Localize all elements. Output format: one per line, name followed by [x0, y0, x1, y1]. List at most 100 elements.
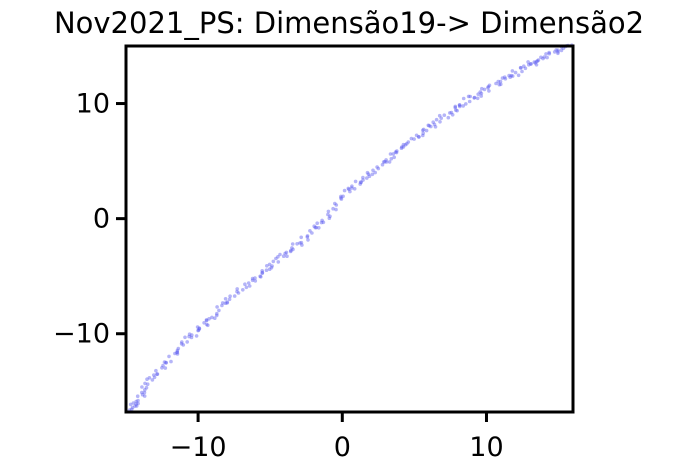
scatter-point	[131, 401, 136, 405]
scatter-point	[542, 55, 547, 59]
scatter-point	[326, 209, 331, 214]
scatter-point	[223, 301, 228, 306]
plot-frame	[124, 44, 575, 414]
scatter-point	[284, 250, 289, 255]
scatter-point	[155, 372, 160, 376]
scatter-point	[496, 79, 501, 84]
scatter-point	[264, 268, 269, 273]
scatter-point	[359, 180, 364, 185]
scatter-point	[482, 87, 487, 92]
scatter-point	[175, 350, 180, 354]
scatter-point	[317, 226, 321, 230]
scatter-point	[270, 264, 274, 268]
scatter-point	[180, 340, 184, 344]
scatter-point	[438, 120, 442, 124]
scatter-point	[220, 303, 224, 308]
scatter-point	[140, 390, 144, 395]
scatter-point	[206, 323, 210, 328]
scatter-point	[547, 50, 551, 55]
scatter-point	[232, 294, 237, 298]
scatter-point	[144, 385, 149, 390]
scatter-point	[176, 346, 181, 351]
scatter-point	[194, 334, 199, 338]
scatter-point	[243, 282, 247, 287]
y-tick-label: −10	[53, 319, 110, 350]
scatter-point	[439, 116, 444, 120]
scatter-point	[128, 402, 133, 407]
scatter-point	[510, 69, 515, 73]
scatter-point	[503, 77, 508, 81]
scatter-point	[384, 158, 388, 162]
scatter-point	[187, 334, 191, 339]
scatter-point	[472, 96, 477, 100]
scatter-point	[367, 174, 372, 178]
scatter-point	[164, 360, 168, 365]
scatter-point	[400, 145, 404, 149]
scatter-point	[129, 407, 134, 412]
scatter-point	[399, 146, 404, 150]
scatter-point	[417, 135, 421, 139]
scatter-point	[554, 48, 558, 52]
scatter-point	[453, 105, 458, 110]
scatter-point	[534, 59, 539, 64]
scatter-point	[289, 248, 293, 253]
scatter-point	[349, 186, 354, 190]
scatter-point	[134, 404, 139, 408]
scatter-point	[314, 225, 319, 230]
scatter-point	[265, 264, 269, 268]
scatter-point	[235, 289, 239, 294]
scatter-point	[260, 270, 265, 275]
scatter-point	[414, 133, 419, 138]
scatter-point	[267, 262, 272, 267]
scatter-point	[457, 103, 462, 107]
scatter-point	[135, 394, 140, 399]
scatter-point	[494, 81, 498, 86]
scatter-point	[244, 285, 249, 290]
scatter-point	[133, 404, 137, 408]
scatter-point	[448, 111, 452, 115]
scatter-point	[145, 382, 150, 387]
scatter-point	[142, 390, 147, 395]
scatter-point	[544, 52, 548, 56]
scatter-point	[334, 207, 338, 212]
scatter-point	[480, 86, 484, 91]
scatter-point	[358, 180, 363, 184]
scatter-point	[394, 150, 399, 155]
scatter-point	[426, 123, 431, 128]
scatter-point	[499, 82, 503, 87]
scatter-point	[320, 218, 324, 223]
scatter-point	[346, 186, 351, 191]
scatter-point	[391, 152, 396, 156]
scatter-point	[175, 352, 180, 356]
scatter-point	[353, 179, 358, 184]
scatter-point	[556, 51, 560, 56]
scatter-point	[347, 187, 351, 192]
scatter-point	[519, 66, 523, 70]
scatter-point	[136, 401, 140, 406]
scatter-point	[341, 194, 345, 199]
scatter-point	[197, 327, 202, 331]
scatter-point	[434, 117, 439, 122]
scatter-point	[476, 92, 481, 96]
scatter-point	[319, 220, 324, 225]
scatter-point	[269, 265, 274, 270]
scatter-point	[299, 240, 304, 245]
scatter-point	[486, 86, 490, 90]
scatter-point	[545, 55, 549, 60]
scatter-point	[371, 168, 375, 173]
scatter-point	[310, 231, 314, 235]
scatter-point	[523, 66, 528, 71]
scatter-point	[339, 194, 343, 199]
scatter-point	[175, 348, 180, 353]
scatter-point	[518, 65, 523, 70]
scatter-point	[147, 376, 152, 380]
scatter-point	[134, 402, 138, 406]
scatter-point	[534, 63, 539, 67]
scatter-point	[472, 95, 477, 100]
scatter-point	[352, 187, 357, 191]
scatter-point	[361, 175, 365, 180]
scatter-point	[401, 142, 406, 147]
scatter-point	[516, 73, 521, 78]
scatter-point	[189, 335, 194, 340]
scatter-point	[417, 135, 421, 139]
